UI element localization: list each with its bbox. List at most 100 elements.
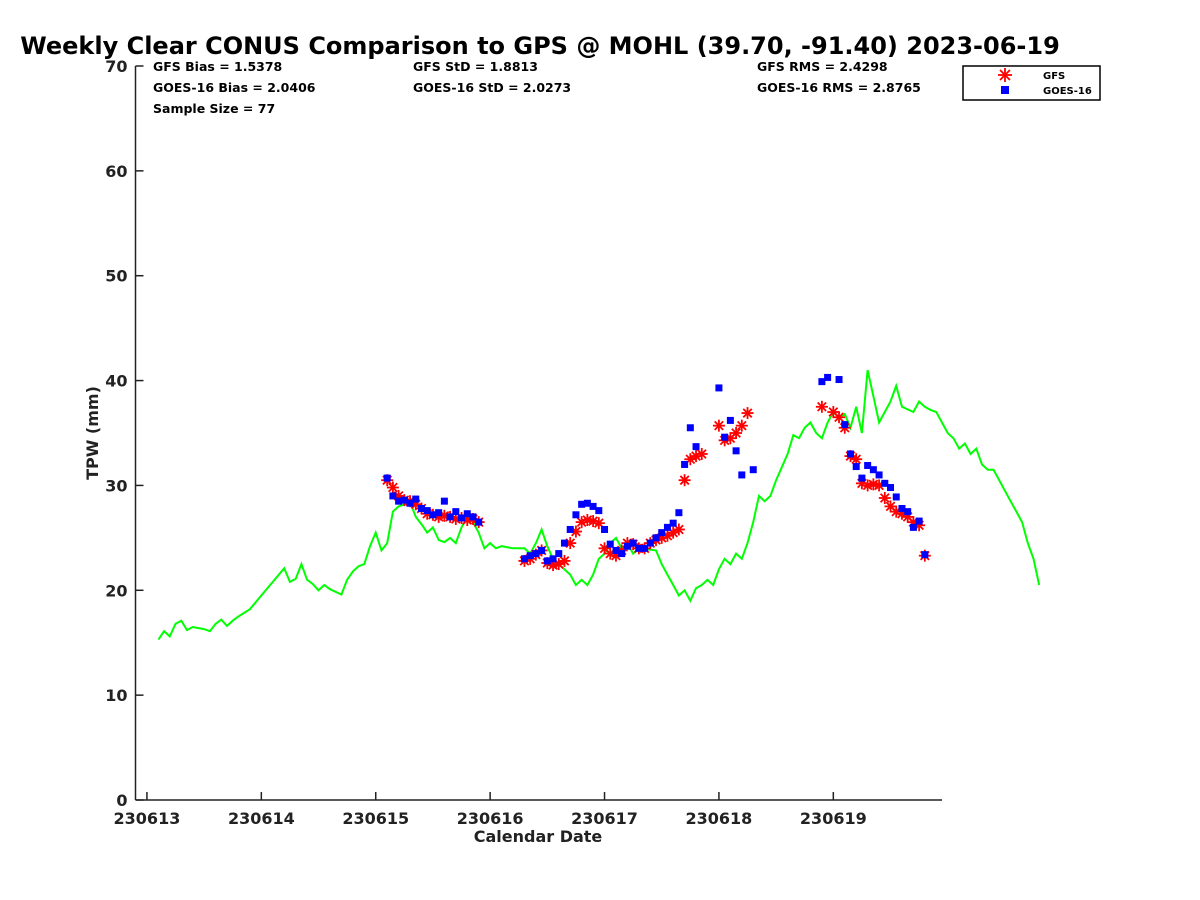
- y-tick-label: 0: [116, 791, 127, 810]
- asterisk-stroke: [559, 556, 570, 566]
- goes16-point: [601, 525, 609, 533]
- asterisk-stroke: [736, 420, 747, 431]
- goes16-point: [440, 497, 448, 505]
- goes16-point: [469, 513, 477, 521]
- x-tick-label: 230613: [114, 809, 181, 828]
- goes16-point: [463, 510, 471, 518]
- x-axis-label: Calendar Date: [474, 827, 603, 846]
- gfs-point: [815, 400, 828, 413]
- goes16-point: [646, 539, 654, 547]
- goes16-point: [400, 496, 408, 504]
- asterisk-stroke: [742, 408, 753, 418]
- gfs-point: [386, 481, 399, 494]
- goes16-point: [549, 555, 557, 563]
- goes16-point: [417, 504, 425, 512]
- goes16-point: [909, 523, 917, 531]
- goes16-point: [423, 507, 431, 515]
- asterisk-stroke: [879, 493, 890, 503]
- goes16-point: [412, 495, 420, 503]
- asterisk-stroke: [388, 482, 398, 493]
- chart-title: Weekly Clear CONUS Comparison to GPS @ M…: [20, 32, 1060, 60]
- series-goes16: [383, 373, 929, 565]
- goes16-point: [887, 484, 895, 492]
- stat-gfs-std: GFS StD = 1.8813: [413, 59, 538, 74]
- goes16-point: [452, 508, 460, 516]
- goes16-point: [475, 518, 483, 526]
- asterisk-stroke: [593, 518, 604, 529]
- y-tick-label: 60: [105, 162, 127, 181]
- x-tick-label: 230615: [342, 809, 409, 828]
- legend: GFS GOES-16: [962, 65, 1101, 101]
- goes16-point: [892, 493, 900, 501]
- x-tick-label: 230619: [800, 809, 867, 828]
- y-tick-label: 40: [105, 372, 127, 391]
- legend-goes-marker: [1001, 86, 1009, 94]
- gfs-point: [735, 419, 748, 432]
- series-gps-line: [157, 369, 1041, 641]
- goes16-point: [686, 424, 694, 432]
- goes16-point: [835, 376, 843, 384]
- goes16-point: [869, 466, 877, 474]
- asterisk-stroke: [731, 428, 741, 438]
- goes16-point: [538, 546, 546, 554]
- gfs-point: [833, 411, 846, 424]
- y-tick-label: 20: [105, 581, 127, 600]
- asterisk-stroke: [999, 69, 1011, 81]
- x-tick-label: 230617: [571, 809, 638, 828]
- stat-gfs-rms: GFS RMS = 2.4298: [757, 59, 888, 74]
- goes16-point: [429, 511, 437, 519]
- goes16-point: [681, 460, 689, 468]
- goes16-point: [606, 540, 614, 548]
- goes16-point: [721, 433, 729, 441]
- goes16-point: [618, 550, 626, 558]
- goes16-point: [841, 421, 849, 429]
- goes16-point: [921, 551, 929, 559]
- goes16-point: [898, 504, 906, 512]
- legend-goes-label: GOES-16: [1043, 86, 1092, 97]
- gfs-point: [878, 492, 891, 505]
- y-tick-label: 70: [105, 57, 127, 76]
- goes16-point: [566, 525, 574, 533]
- goes16-point: [383, 474, 391, 482]
- goes16-point: [635, 544, 643, 552]
- legend-box: [962, 65, 1101, 101]
- stats-panel: GFS Bias = 1.5378 GOES-16 Bias = 2.0406 …: [153, 59, 921, 116]
- goes16-point: [858, 474, 866, 482]
- goes16-point: [749, 466, 757, 474]
- stat-goes-bias: GOES-16 Bias = 2.0406: [153, 80, 316, 95]
- asterisk-stroke: [674, 524, 684, 535]
- y-ticks: 0 10 20 30 40 50 60 70: [105, 57, 144, 810]
- goes16-point: [560, 539, 568, 547]
- goes16-point: [406, 499, 414, 507]
- gfs-point: [558, 554, 571, 567]
- goes16-point: [526, 552, 534, 560]
- x-tick-label: 230618: [686, 809, 753, 828]
- gfs-point: [712, 419, 725, 432]
- x-ticks: 230613 230614 230615 230616 230617 230618 2306…: [114, 792, 867, 828]
- goes16-point: [395, 497, 403, 505]
- x-tick-label: 230614: [228, 809, 295, 828]
- goes16-point: [875, 471, 883, 479]
- goes16-point: [458, 514, 466, 522]
- gfs-point: [695, 447, 708, 460]
- goes16-point: [818, 378, 826, 386]
- stat-sample-size: Sample Size = 77: [153, 101, 275, 116]
- stat-gfs-bias: GFS Bias = 1.5378: [153, 59, 282, 74]
- legend-gfs-label: GFS: [1043, 71, 1065, 82]
- goes16-point: [520, 555, 528, 563]
- y-tick-label: 10: [105, 686, 127, 705]
- asterisk-stroke: [696, 449, 707, 459]
- asterisk-stroke: [588, 516, 598, 526]
- goes16-point: [572, 511, 580, 519]
- goes16-point: [692, 443, 700, 451]
- axes: [134, 66, 942, 801]
- gfs-point: [678, 474, 691, 487]
- stat-goes-rms: GOES-16 RMS = 2.8765: [757, 80, 921, 95]
- goes16-point: [595, 507, 603, 515]
- goes16-point: [738, 471, 746, 479]
- goes16-point: [732, 447, 740, 455]
- gfs-point: [730, 427, 743, 439]
- goes16-point: [658, 529, 666, 537]
- asterisk-stroke: [851, 454, 862, 465]
